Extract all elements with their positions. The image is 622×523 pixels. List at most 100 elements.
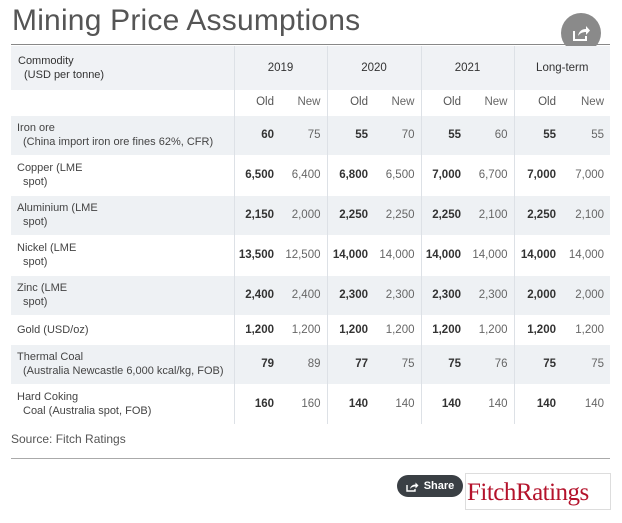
subheader-old: Old [233,90,280,115]
subheader-new: New [467,90,514,115]
new-price-cell: 6,700 [467,154,514,195]
old-price-cell: 75 [420,343,467,384]
table-row: Aluminium (LME spot) 2,150 2,000 2,250 2,250 2… [11,194,611,235]
old-price-cell: 2,250 [513,194,562,235]
new-price-cell: 55 [562,114,611,155]
commodity-name-detail: spot) [23,256,48,268]
new-price-cell: 89 [280,343,327,384]
commodity-name: Zinc (LME spot) [11,274,234,315]
subheader-new: New [562,90,611,115]
new-price-cell: 2,400 [280,274,327,315]
commodity-name: Hard Coking Coal (Australia spot, FOB) [11,383,234,424]
old-price-cell: 14,000 [326,234,374,275]
old-price-cell: 6,800 [326,154,374,195]
table-row: Gold (USD/oz) 1,200 1,200 1,200 1,200 1,200 1,… [11,314,611,344]
commodity-name: Aluminium (LME spot) [11,194,234,235]
commodity-name-detail: spot) [23,216,48,228]
commodity-name-label: Hard Coking [17,391,79,404]
source-note: Source: Fitch Ratings [11,432,126,446]
commodity-name-detail: (Australia Newcastle 6,000 kcal/kg, FOB) [23,365,224,377]
new-price-cell: 6,500 [374,154,421,195]
share-button[interactable]: Share [397,475,463,497]
commodity-name: Nickel (LME spot) [11,234,234,275]
fitch-ratings-logo: FitchRatings [465,473,611,510]
new-price-cell: 160 [280,383,327,424]
old-price-cell: 55 [420,114,467,155]
old-price-cell: 2,250 [326,194,374,235]
commodity-header-unit: (USD per tonne) [24,69,105,81]
old-price-cell: 2,250 [420,194,467,235]
old-price-cell: 160 [233,383,280,424]
table-row: Thermal Coal (Australia Newcastle 6,000 k… [11,343,611,384]
table-header-row: Commodity (USD per tonne) 2019 2020 2021… [11,46,611,90]
new-price-cell: 140 [562,383,611,424]
share-icon [406,482,419,492]
price-table: Commodity (USD per tonne) 2019 2020 2021… [11,46,611,424]
bottom-divider [11,458,610,459]
subheader-old: Old [420,90,467,115]
old-price-cell: 75 [513,343,562,384]
commodity-name: Thermal Coal (Australia Newcastle 6,000 k… [11,343,234,384]
subheader-new: New [374,90,421,115]
commodity-name-label: Thermal Coal [17,351,84,363]
old-price-cell: 2,400 [233,274,280,315]
old-price-cell: 140 [420,383,467,424]
new-price-cell: 75 [374,343,421,384]
new-price-cell: 12,500 [280,234,327,275]
commodity-name-detail: spot) [23,176,48,188]
commodity-name: Iron ore (China import iron ore fines 62%… [11,114,234,155]
new-price-cell: 7,000 [562,154,611,195]
new-price-cell: 140 [467,383,514,424]
year-header-2021: 2021 [420,46,514,90]
new-price-cell: 70 [374,114,421,155]
table-row: Hard Coking Coal (Australia spot, FOB) 160… [11,383,611,424]
new-price-cell: 2,000 [562,274,611,315]
table-row: Nickel (LME spot) 13,500 12,500 14,000 14,000… [11,234,611,275]
commodity-name: Gold (USD/oz) [11,314,234,344]
share-icon [573,26,590,41]
new-price-cell: 76 [467,343,514,384]
new-price-cell: 14,000 [467,234,514,275]
commodity-name-detail: (China import iron ore fines 62%, CFR) [23,136,214,148]
commodity-name-label: Zinc (LME [17,282,68,294]
subheader-old: Old [513,90,562,115]
table-row: Copper (LME spot) 6,500 6,400 6,800 6,500 7,00… [11,154,611,195]
old-price-cell: 1,200 [420,314,467,344]
old-price-cell: 7,000 [513,154,562,195]
old-price-cell: 140 [513,383,562,424]
new-price-cell: 6,400 [280,154,327,195]
new-price-cell: 2,250 [374,194,421,235]
new-price-cell: 1,200 [374,314,421,344]
commodity-name-detail: Coal (Australia spot, FOB) [23,405,152,418]
commodity-name: Copper (LME spot) [11,154,234,195]
commodity-header: Commodity (USD per tonne) [11,46,234,90]
table-row: Iron ore (China import iron ore fines 62%… [11,114,611,155]
old-price-cell: 1,200 [233,314,280,344]
commodity-name-label: Gold (USD/oz) [17,323,89,336]
old-price-cell: 13,500 [233,234,280,275]
old-price-cell: 140 [326,383,374,424]
year-header-long-term: Long-term [513,46,611,90]
new-price-cell: 60 [467,114,514,155]
old-price-cell: 1,200 [513,314,562,344]
new-price-cell: 2,300 [467,274,514,315]
subheader-old: Old [326,90,374,115]
commodity-name-label: Aluminium (LME [17,202,98,214]
old-price-cell: 55 [326,114,374,155]
old-price-cell: 7,000 [420,154,467,195]
old-price-cell: 14,000 [513,234,562,275]
new-price-cell: 1,200 [280,314,327,344]
new-price-cell: 75 [562,343,611,384]
old-price-cell: 77 [326,343,374,384]
old-price-cell: 2,000 [513,274,562,315]
new-price-cell: 1,200 [562,314,611,344]
share-button-label: Share [423,480,455,492]
old-price-cell: 55 [513,114,562,155]
title-divider [11,44,610,45]
new-price-cell: 75 [280,114,327,155]
subheader-new: New [280,90,327,115]
old-price-cell: 2,150 [233,194,280,235]
old-price-cell: 2,300 [326,274,374,315]
new-price-cell: 2,100 [467,194,514,235]
new-price-cell: 14,000 [562,234,611,275]
